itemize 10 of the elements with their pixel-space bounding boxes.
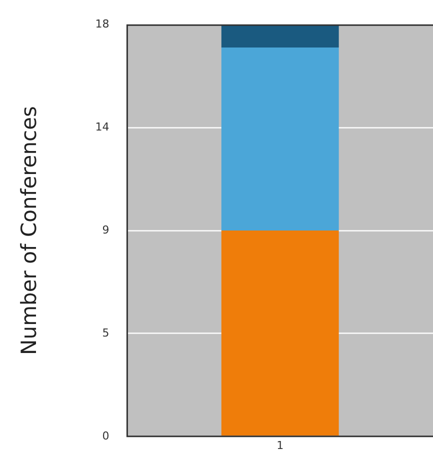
y-tick-label: 14 bbox=[95, 120, 110, 134]
y-tick-label: 0 bbox=[102, 429, 110, 442]
y-axis-title: Number of Conferences bbox=[17, 106, 42, 355]
y-tick-label: 9 bbox=[102, 223, 110, 236]
x-tick-label: 1 bbox=[276, 438, 284, 452]
bar bbox=[221, 47, 339, 230]
bar bbox=[221, 230, 339, 436]
y-tick-label: 18 bbox=[95, 17, 110, 30]
bar bbox=[221, 24, 339, 48]
y-tick-label: 5 bbox=[102, 326, 110, 340]
